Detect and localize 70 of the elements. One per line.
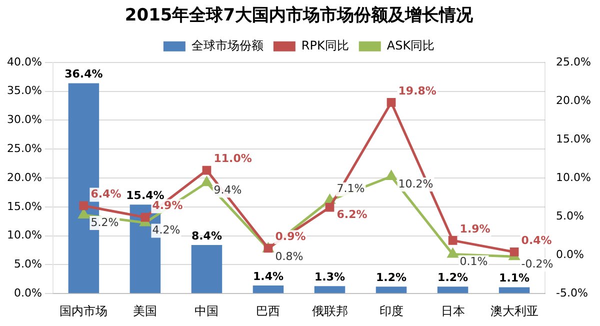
x-tick-label: 中国 xyxy=(194,304,219,318)
legend-label: 全球市场份额 xyxy=(191,38,264,53)
legend-label: ASK同比 xyxy=(386,38,435,53)
bar xyxy=(191,245,222,294)
point xyxy=(510,248,519,256)
data-label: 9.4% xyxy=(214,183,242,196)
x-tick-label: 美国 xyxy=(133,304,158,318)
y-tick-label: 30.0% xyxy=(6,113,42,126)
y-tick-label: 25.0% xyxy=(6,142,42,155)
y-tick-label: 15.0% xyxy=(6,200,42,213)
data-label: 1.4% xyxy=(252,270,284,283)
bar xyxy=(437,286,468,294)
y-tick-label: 40.0% xyxy=(6,55,42,68)
data-label: 15.4% xyxy=(126,188,164,202)
chart-title: 2015年全球7大国内市场市场份额及增长情况 xyxy=(124,6,474,26)
data-label: 0.8% xyxy=(275,250,304,263)
data-label: 19.8% xyxy=(398,84,436,98)
bar xyxy=(314,286,346,294)
x-tick-label: 日本 xyxy=(440,304,465,318)
legend-label: RPK同比 xyxy=(301,38,349,53)
point xyxy=(78,209,89,218)
data-label: 8.4% xyxy=(191,229,222,242)
data-label: 0.9% xyxy=(275,230,306,243)
x-tick-label: 印度 xyxy=(379,304,404,318)
point xyxy=(386,98,396,107)
y-tick-label: 5.0% xyxy=(14,258,42,271)
bar xyxy=(376,286,407,294)
point xyxy=(140,212,150,222)
y2-tick-label: 5.0% xyxy=(556,209,584,222)
x-tick-label: 澳大利亚 xyxy=(490,304,538,318)
data-label: 1.3% xyxy=(314,270,346,284)
data-label: 36.4% xyxy=(64,68,103,81)
y2-tick-label: 25.0% xyxy=(556,55,592,68)
y2-tick-label: 10.0% xyxy=(556,170,592,184)
bar xyxy=(498,287,530,294)
x-tick-label: 俄联邦 xyxy=(312,304,348,318)
data-label: 1.1% xyxy=(499,272,530,285)
point xyxy=(386,170,396,180)
y-tick-label: 10.0% xyxy=(6,228,42,242)
y2-tick-label: -5.0% xyxy=(556,286,588,300)
point xyxy=(448,248,458,258)
data-label: 10.2% xyxy=(398,177,434,190)
y2-tick-label: 20.0% xyxy=(556,94,592,107)
point xyxy=(202,166,212,175)
point xyxy=(325,202,334,212)
data-label: 0.1% xyxy=(460,255,488,268)
data-label: 1.9% xyxy=(460,222,490,236)
bar xyxy=(252,286,284,294)
x-tick-label: 国内市场 xyxy=(60,304,108,318)
x-tick-label: 巴西 xyxy=(256,304,280,318)
data-label: 4.9% xyxy=(152,199,183,212)
data-label: -0.2% xyxy=(521,257,554,270)
data-label: 5.2% xyxy=(90,216,119,229)
point xyxy=(202,176,212,186)
data-label: 1.2% xyxy=(438,271,468,284)
point xyxy=(448,236,458,245)
data-label: 6.4% xyxy=(90,188,122,201)
data-label: 1.2% xyxy=(376,271,407,284)
data-label: 6.2% xyxy=(336,208,368,222)
y2-tick-label: 0.0% xyxy=(556,248,584,261)
point xyxy=(324,194,335,204)
data-label: 0.4% xyxy=(521,234,552,247)
y-tick-label: 35.0% xyxy=(6,84,42,98)
y-tick-label: 0.0% xyxy=(14,286,42,300)
y2-tick-label: 15.0% xyxy=(556,132,592,146)
y-tick-label: 20.0% xyxy=(6,170,42,184)
data-label: 11.0% xyxy=(214,152,252,166)
data-label: 4.2% xyxy=(152,224,180,237)
data-label: 7.1% xyxy=(336,182,365,196)
point xyxy=(79,201,88,210)
